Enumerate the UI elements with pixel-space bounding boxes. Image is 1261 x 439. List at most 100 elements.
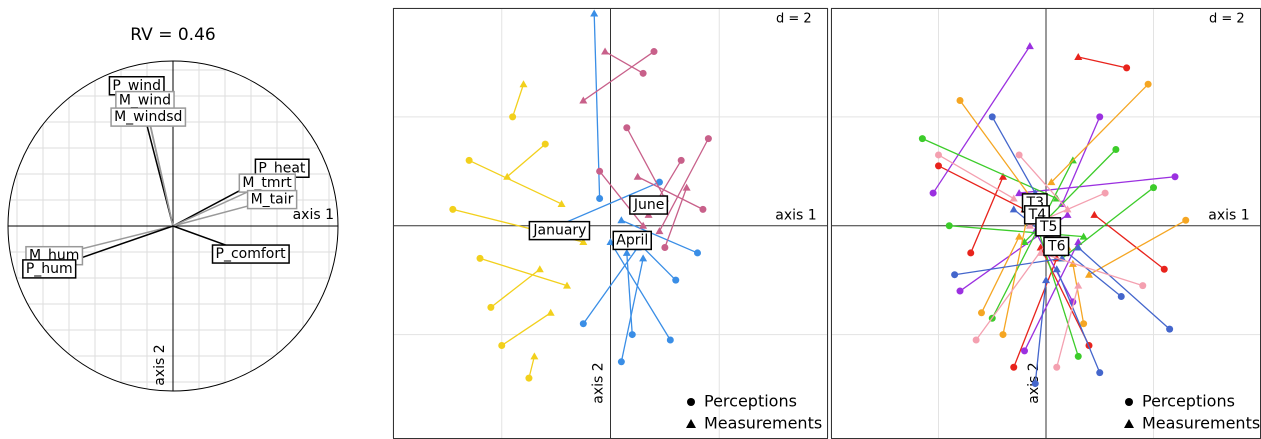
perception-point <box>1166 325 1174 333</box>
link <box>599 170 644 227</box>
perception-point <box>465 156 473 164</box>
x-axis-label: axis 1 <box>775 208 816 224</box>
label-box <box>211 244 290 264</box>
link <box>1056 285 1079 368</box>
perception-point <box>951 271 959 279</box>
perception-point <box>672 276 680 284</box>
perception-point <box>929 189 937 197</box>
legend-symbol <box>1125 398 1133 406</box>
perception-point <box>617 358 625 366</box>
label-box <box>22 259 77 279</box>
scale-label: d = 2 <box>1209 12 1245 27</box>
perception-point <box>1010 363 1018 371</box>
perception-point <box>935 162 942 170</box>
measurement-point <box>1074 243 1083 251</box>
perception-point <box>650 48 658 56</box>
legend-label: Measurements <box>1142 414 1260 433</box>
link <box>1078 56 1127 69</box>
chart-title: RV = 0.46 <box>130 25 215 45</box>
measurement-point <box>1074 281 1083 289</box>
label-text: M_windsd <box>114 109 182 125</box>
link <box>528 356 536 379</box>
label-box <box>246 189 298 210</box>
perception-point <box>1074 352 1082 360</box>
perception-point <box>967 249 975 257</box>
measurement-point <box>1036 248 1045 256</box>
measurement-point <box>1074 238 1083 246</box>
measurement-point <box>1079 232 1088 240</box>
label-text: M_tmrt <box>242 175 292 191</box>
link <box>922 138 1058 200</box>
link <box>658 138 709 232</box>
measurement-point <box>557 199 566 207</box>
perception-point <box>704 135 712 143</box>
measurement-point <box>590 9 599 17</box>
measurement-point <box>1009 205 1018 213</box>
link <box>1018 154 1068 210</box>
measurement-point <box>519 80 528 88</box>
label-text: P_comfort <box>216 246 287 262</box>
measurement-point <box>999 172 1007 180</box>
legend-symbol <box>1124 419 1134 428</box>
link <box>980 236 1020 314</box>
measurement-point <box>617 216 626 224</box>
link <box>1023 241 1079 352</box>
link <box>949 225 1084 238</box>
perception-point <box>449 205 457 213</box>
perception-point <box>1160 265 1168 273</box>
perception-point <box>956 287 964 295</box>
link <box>1077 247 1171 330</box>
perception-point <box>661 243 669 251</box>
scale-label: d = 2 <box>776 12 812 27</box>
link <box>609 241 671 341</box>
measurement-point <box>622 248 631 256</box>
x-axis-label: axis 1 <box>293 207 334 223</box>
link <box>582 247 639 325</box>
measurement-point <box>546 308 555 316</box>
perception-point <box>1182 216 1190 224</box>
link <box>620 258 644 362</box>
link <box>604 50 644 74</box>
perception-point <box>639 69 647 77</box>
perception-point <box>935 151 942 159</box>
measurement-point <box>1009 194 1018 202</box>
y-axis-label: axis 2 <box>152 344 168 385</box>
measurement-point <box>503 172 512 180</box>
measurement-point <box>1063 205 1072 213</box>
link <box>1013 258 1058 368</box>
link <box>621 219 698 254</box>
measurement-point <box>633 172 642 180</box>
perception-point <box>1123 64 1131 72</box>
link <box>1034 230 1074 303</box>
perception-point <box>694 249 701 257</box>
perception-point <box>509 113 517 121</box>
perception-point <box>956 97 964 105</box>
link <box>490 268 541 308</box>
link <box>664 187 688 248</box>
perception-point <box>1144 80 1152 88</box>
link <box>1088 219 1187 276</box>
legend-label: Perceptions <box>1142 392 1235 411</box>
perception-point <box>579 320 587 328</box>
label-text: M_tair <box>251 192 294 208</box>
measurement-point <box>563 281 571 289</box>
link <box>954 257 1063 276</box>
link <box>501 312 552 347</box>
label-box <box>629 195 669 215</box>
label-text: January <box>532 223 586 239</box>
label-text: April <box>616 232 648 248</box>
link <box>479 257 568 287</box>
perception-point <box>628 331 636 339</box>
measurement-point <box>530 352 539 360</box>
link <box>1019 176 1176 194</box>
measurement-point <box>1063 210 1072 218</box>
perception-point <box>487 303 495 311</box>
legend-symbol <box>687 398 695 406</box>
link <box>468 159 562 205</box>
perception-point <box>945 222 953 230</box>
label-box <box>528 220 591 241</box>
label-text: T6 <box>1047 238 1066 254</box>
label-box <box>1035 217 1062 237</box>
x-axis-label: axis 1 <box>1208 208 1249 224</box>
measurement-point <box>1042 276 1050 284</box>
